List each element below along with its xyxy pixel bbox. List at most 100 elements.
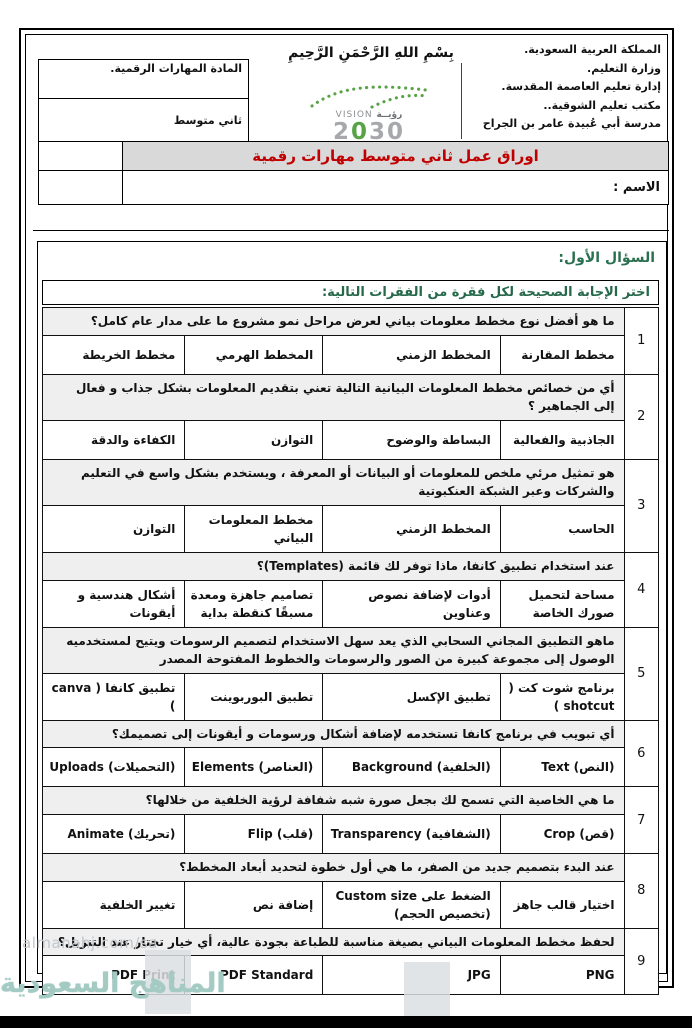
answer-option: البساطة والوضوح [322,419,501,460]
answer-row: مخطط المقارنة المخطط الزمني المخطط الهرم… [41,334,659,375]
header-divider-line [461,63,462,139]
answer-option: (الخلفية) Background [322,747,501,788]
question-text: عند استخدام تطبيق كانفا، ماذا توفر لك قا… [42,551,625,581]
ministry-line: مدرسة أبي عُبيدة عامر بن الجراح [482,117,661,130]
question-row: 3 هو تمثيل مرئي ملخص للمعلومات أو البيان… [42,458,660,553]
answer-option: برنامج شوت كت ( shotcut ) [499,672,625,721]
answer-option: تغيير الخلفية [41,880,186,929]
question-text: عند البدء بتصميم جديد من الصفر، ما هي أو… [42,852,625,882]
answer-row: برنامج شوت كت ( shotcut ) تطبيق الإكسل ت… [41,672,659,721]
watermark-url: almanahj.com/sa [22,934,158,952]
question-row: 7 ما هي الخاصية التي تسمح لك بجعل صورة ش… [42,786,660,854]
question-number: 8 [623,852,660,929]
question-number: 2 [623,373,660,460]
answer-row: الجاذبية والفعالية البساطة والوضوح التوا… [41,419,659,460]
empty-box [38,170,123,205]
answer-row: (النص) Text (الخلفية) Background (العناص… [41,747,659,788]
question-row: 1 ما هو أفضل نوع مخطط معلومات بياني لعرض… [42,307,660,375]
watermark-block [145,950,191,1014]
question-text: أي من خصائص مخطط المعلومات البيانية التا… [42,373,625,421]
vision-dots-icon [310,85,430,109]
question-number: 3 [623,458,660,553]
subject-box: المادة المهارات الرقمية. ثاني متوسط [38,59,249,142]
answer-option: (قلب) Flip [184,813,324,854]
vision-ar: رؤيــة [376,109,403,120]
question-number: 4 [623,551,660,628]
question-text: أي تبويب في برنامج كانفا تستخدمه لإضافة … [42,719,625,749]
answer-option: الكفاءة والدقة [41,419,186,460]
title-table: اوراق عمل ثاني متوسط مهارات رقمية الاسم … [38,141,669,205]
answer-row: اختيار قالب جاهز الضغط على Custom size (… [41,880,659,929]
grade-label: ثاني متوسط [38,98,249,142]
answer-row: PNG JPG PDF Standard PDF Print [41,955,659,996]
question-number: 5 [623,626,660,721]
worksheet-title: اوراق عمل ثاني متوسط مهارات رقمية [122,141,669,171]
bismillah-calligraphy: بِسْمِ اللهِ الرَّحْمَنِ الرَّحِيمِ [288,45,454,61]
answer-option: (قص) Crop [499,813,625,854]
answer-option: مساحة لتحميل صورك الخاصة [499,579,625,628]
answer-option: (النص) Text [499,747,625,788]
answer-option: أشكال هندسية و أيقونات [41,579,186,628]
answer-option: مخطط المقارنة [499,334,625,375]
question-text: لحفظ مخطط المعلومات البياني بصيغة مناسبة… [42,927,625,957]
subject-label: المادة المهارات الرقمية. [38,59,249,99]
answer-option: (الشفافية) Transparency [322,813,501,854]
ministry-header: المملكة العربية السعودية. وزارة التعليم.… [421,41,661,134]
section-instruction: اختر الإجابة الصحيحة لكل فقرة من الفقرات… [42,280,659,305]
answer-option: الجاذبية والفعالية [499,419,625,460]
answer-option: المخطط الزمني [322,334,501,375]
ministry-line: مكتب تعليم الشوقية.. [543,98,661,112]
empty-box [38,141,123,171]
watermark-block [404,962,450,1020]
answer-option: (التحميلات) Uploads [41,747,186,788]
answer-option: التوازن [41,504,186,553]
answer-option: PDF Standard [184,955,324,996]
answer-option: تصاميم جاهزة ومعدة مسبقًا كنقطة بداية [184,579,324,628]
questions-table: 1 ما هو أفضل نوع مخطط معلومات بياني لعرض… [41,307,660,996]
question-row: 5 ماهو التطبيق المجاني السحابي الذي يعد … [42,626,660,721]
answer-option: (العناصر) Elements [184,747,324,788]
answer-option: PNG [499,955,625,996]
question-number: 7 [623,786,660,854]
answer-option: اختيار قالب جاهز [499,880,625,929]
section-heading: السؤال الأول: [558,250,655,266]
answer-option: تطبيق البوربوينت [184,672,324,721]
question-number: 9 [623,927,660,996]
bottom-black-bar [0,1016,692,1028]
question-text: هو تمثيل مرئي ملخص للمعلومات أو البيانات… [42,458,625,506]
section-divider-line [33,230,669,231]
answer-option: مخطط الخريطة [41,334,186,375]
question-text: ما هو أفضل نوع مخطط معلومات بياني لعرض م… [42,307,625,336]
answer-option: الحاسب [499,504,625,553]
answer-option: إضافة نص [184,880,324,929]
ministry-line: إدارة تعليم العاصمة المقدسة. [501,80,661,93]
answer-option: تطبيق الإكسل [322,672,501,721]
question-row: 2 أي من خصائص مخطط المعلومات البيانية ال… [42,373,660,460]
answer-option: مخطط المعلومات البياني [184,504,324,553]
student-name-field: الاسم : [122,170,669,205]
question-text: ماهو التطبيق المجاني السحابي الذي يعد سه… [42,626,625,674]
vision-wordmark: VISION رؤيــة [294,109,444,121]
answer-row: مساحة لتحميل صورك الخاصة أدوات لإضافة نص… [41,579,659,628]
vision-year: 2030 [332,119,406,146]
answer-row: الحاسب المخطط الزمني مخطط المعلومات البي… [41,504,659,553]
question-row: 8 عند البدء بتصميم جديد من الصفر، ما هي … [42,852,660,929]
question-section: السؤال الأول: اختر الإجابة الصحيحة لكل ف… [37,241,667,996]
answer-option: الضغط على Custom size (تخصيص الحجم) [322,880,501,929]
answer-option: أدوات لإضافة نصوص وعناوين [322,579,501,628]
ministry-line: وزارة التعليم. [587,61,661,75]
answer-option: المخطط الزمني [322,504,501,553]
question-number: 1 [623,307,660,375]
question-row: 6 أي تبويب في برنامج كانفا تستخدمه لإضاف… [42,719,660,788]
watermark-brand: المناهج السعودية [0,968,226,999]
document-frame: المملكة العربية السعودية. وزارة التعليم.… [19,28,674,996]
vision-en: VISION [335,109,373,120]
answer-option: المخطط الهرمي [184,334,324,375]
answer-option: (تحريك) Animate [41,813,186,854]
question-number: 6 [623,719,660,788]
answer-option: التوازن [184,419,324,460]
answer-row: (قص) Crop (الشفافية) Transparency (قلب) … [41,813,659,854]
answer-option: تطبيق كانفا ( canva ) [41,672,186,721]
question-row: 9 لحفظ مخطط المعلومات البياني بصيغة مناس… [42,927,660,996]
